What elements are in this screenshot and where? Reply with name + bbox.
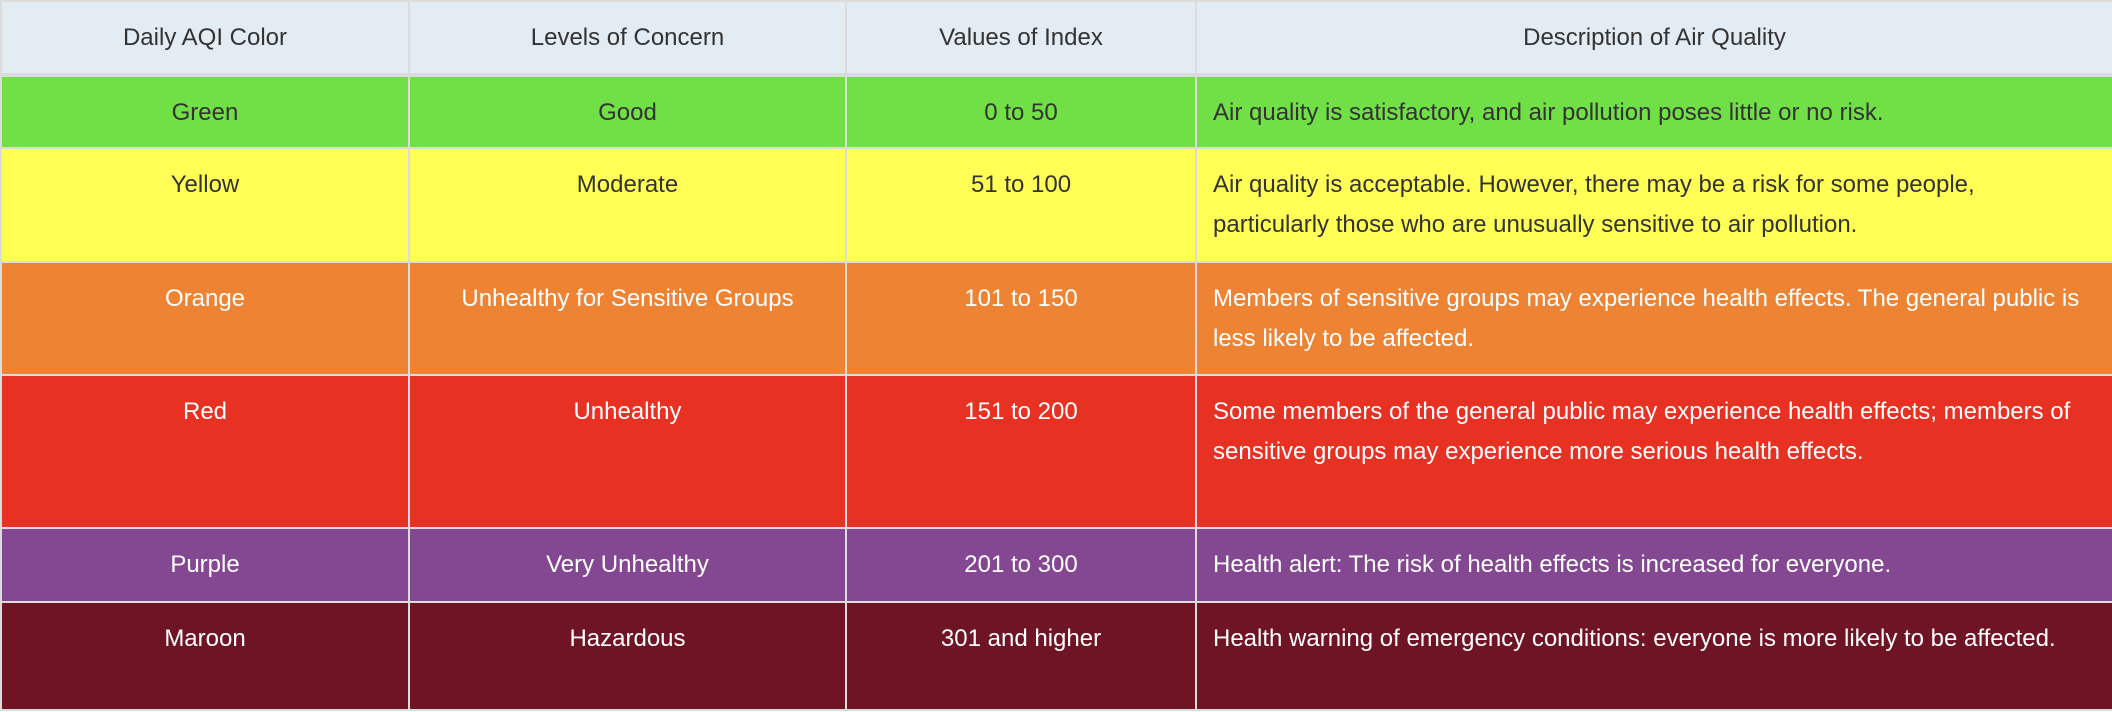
header-levels-of-concern: Levels of Concern <box>408 0 847 77</box>
level-cell: Unhealthy <box>408 374 847 529</box>
description-cell: Air quality is satisfactory, and air pol… <box>1195 74 2112 149</box>
header-description: Description of Air Quality <box>1195 0 2112 77</box>
aqi-color-cell: Yellow <box>0 147 410 263</box>
level-cell: Very Unhealthy <box>408 527 847 603</box>
header-values-of-index: Values of Index <box>845 0 1197 77</box>
aqi-color-cell: Orange <box>0 261 410 376</box>
index-range-cell: 301 and higher <box>845 601 1197 711</box>
index-range-cell: 201 to 300 <box>845 527 1197 603</box>
level-cell: Good <box>408 74 847 149</box>
aqi-color-cell: Red <box>0 374 410 529</box>
index-range-cell: 151 to 200 <box>845 374 1197 529</box>
table-row-yellow: Yellow Moderate 51 to 100 Air quality is ac… <box>0 147 2112 263</box>
description-cell: Air quality is acceptable. However, ther… <box>1195 147 2112 263</box>
table-row-purple: Purple Very Unhealthy 201 to 300 Health ale… <box>0 527 2112 603</box>
description-cell: Health alert: The risk of health effects… <box>1195 527 2112 603</box>
header-aqi-color: Daily AQI Color <box>0 0 410 77</box>
index-range-cell: 51 to 100 <box>845 147 1197 263</box>
description-cell: Health warning of emergency conditions: … <box>1195 601 2112 711</box>
level-cell: Unhealthy for Sensitive Groups <box>408 261 847 376</box>
aqi-color-cell: Green <box>0 74 410 149</box>
description-cell: Some members of the general public may e… <box>1195 374 2112 529</box>
description-cell: Members of sensitive groups may experien… <box>1195 261 2112 376</box>
table-row-green: Green Good 0 to 50 Air quality is satisfact… <box>0 74 2112 149</box>
table-row-red: Red Unhealthy 151 to 200 Some members of th… <box>0 374 2112 529</box>
header-row: Daily AQI Color Levels of Concern Values… <box>0 0 2112 77</box>
table-row-maroon: Maroon Hazardous 301 and higher Health warn… <box>0 601 2112 711</box>
aqi-color-cell: Maroon <box>0 601 410 711</box>
aqi-color-cell: Purple <box>0 527 410 603</box>
table-row-orange: Orange Unhealthy for Sensitive Groups 101 … <box>0 261 2112 376</box>
level-cell: Hazardous <box>408 601 847 711</box>
index-range-cell: 0 to 50 <box>845 74 1197 149</box>
level-cell: Moderate <box>408 147 847 263</box>
index-range-cell: 101 to 150 <box>845 261 1197 376</box>
